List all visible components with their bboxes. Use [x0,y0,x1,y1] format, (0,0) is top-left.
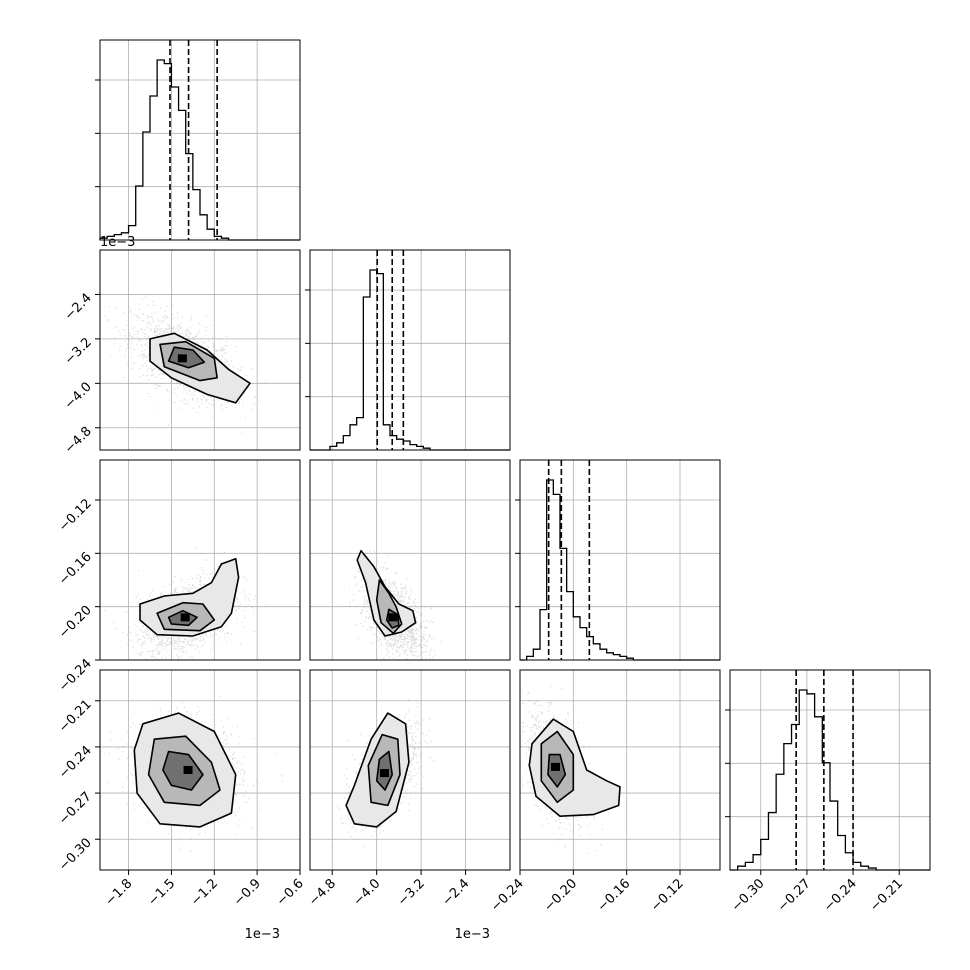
pair-panel-frame [309,459,511,661]
density-peak [180,613,190,622]
y-tick-label: −4.0 [62,380,95,413]
density-peak [380,769,389,778]
x-offset-label: 1e−3 [455,927,490,942]
pair-panel-frame [309,669,511,871]
x-tick-label: −0.21 [867,876,906,915]
y-tick-label: −4.8 [62,424,95,457]
x-tick-label: −0.27 [775,876,814,915]
x-tick-label: −1.2 [188,876,221,909]
density-peak [388,613,398,622]
hist-panel-frame [729,669,931,871]
x-tick-label: −0.24 [821,876,860,915]
y-tick-label: −0.24 [56,743,95,782]
y-tick-label: −0.24 [56,656,95,695]
scatter-group [332,699,435,849]
pair-panel-frame [99,249,301,451]
x-tick-label: −2.4 [439,876,472,909]
y-tick-label: −0.21 [56,697,95,736]
hist-panel-bg [520,460,720,660]
hist-panel-bg [310,250,510,450]
y-tick-label: −3.2 [62,335,95,368]
x-tick-label: −0.20 [541,876,580,915]
pair-panel-frame [519,669,721,871]
x-offset-label: 1e−3 [245,927,280,942]
x-tick-label: −1.8 [102,876,135,909]
hist-panel-frame [99,39,301,241]
density-peak [551,762,560,771]
pair-panel-frame [99,459,301,661]
x-tick-label: −0.6 [274,876,307,909]
x-tick-label: −0.30 [729,876,768,915]
x-tick-label: −4.8 [306,876,339,909]
x-tick-label: −0.12 [648,876,687,915]
scatter-group [104,293,267,433]
y-offset-label: 1e−3 [100,235,135,250]
scatter-group [104,547,267,660]
density-peak [183,766,193,774]
pair-panel-frame [99,669,301,871]
y-tick-label: −0.20 [56,603,95,642]
y-tick-label: −0.27 [56,789,95,828]
scatter-group [107,696,283,852]
hist-panel-frame [309,249,511,451]
x-tick-label: −1.5 [145,876,178,909]
y-tick-label: −0.12 [56,496,95,535]
pair-panel-bg [310,670,510,870]
x-tick-label: −0.16 [595,876,634,915]
x-tick-label: −0.24 [488,876,527,915]
x-tick-label: −4.0 [351,876,384,909]
y-tick-label: −0.16 [56,550,95,589]
density-peak [177,354,187,363]
x-tick-label: −3.2 [395,876,428,909]
scatter-group [521,685,621,854]
histogram-step [730,689,930,871]
scatter-group [348,549,442,660]
y-tick-label: −2.4 [62,291,95,324]
density-contour [162,750,204,791]
hist-panel-frame [519,459,721,661]
x-tick-label: −0.9 [231,876,264,909]
y-tick-label: −0.30 [56,835,95,874]
